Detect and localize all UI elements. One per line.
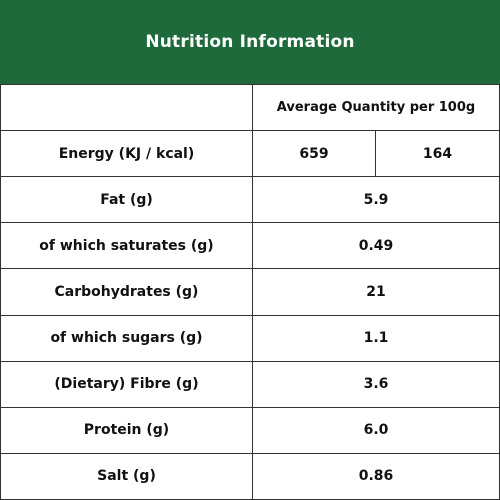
protein-label: Protein (g)	[1, 406, 253, 453]
column-header: Average Quantity per 100g	[253, 84, 499, 130]
energy-values: 659 164	[253, 130, 499, 177]
carbohydrates-value: 21	[253, 268, 499, 314]
nutrition-table: Average Quantity per 100g Energy (KJ / k…	[0, 84, 500, 500]
saturates-value: 0.49	[253, 222, 499, 268]
header-empty-cell	[1, 84, 253, 131]
nutrition-title: Nutrition Information	[0, 0, 500, 84]
salt-label: Salt (g)	[1, 452, 253, 499]
energy-kcal-value: 164	[422, 145, 453, 162]
fibre-value: 3.6	[253, 360, 499, 407]
salt-value: 0.86	[253, 452, 499, 499]
energy-kj-value: 659	[253, 131, 376, 177]
carbohydrates-label: Carbohydrates (g)	[1, 268, 253, 315]
sugars-label: of which sugars (g)	[1, 314, 253, 361]
fat-label: Fat (g)	[1, 176, 253, 223]
saturates-label: of which saturates (g)	[1, 222, 253, 269]
protein-value: 6.0	[253, 406, 499, 453]
energy-label: Energy (KJ / kcal)	[1, 130, 253, 177]
sugars-value: 1.1	[253, 314, 499, 361]
fat-value: 5.9	[253, 176, 499, 222]
fibre-label: (Dietary) Fibre (g)	[1, 360, 253, 407]
